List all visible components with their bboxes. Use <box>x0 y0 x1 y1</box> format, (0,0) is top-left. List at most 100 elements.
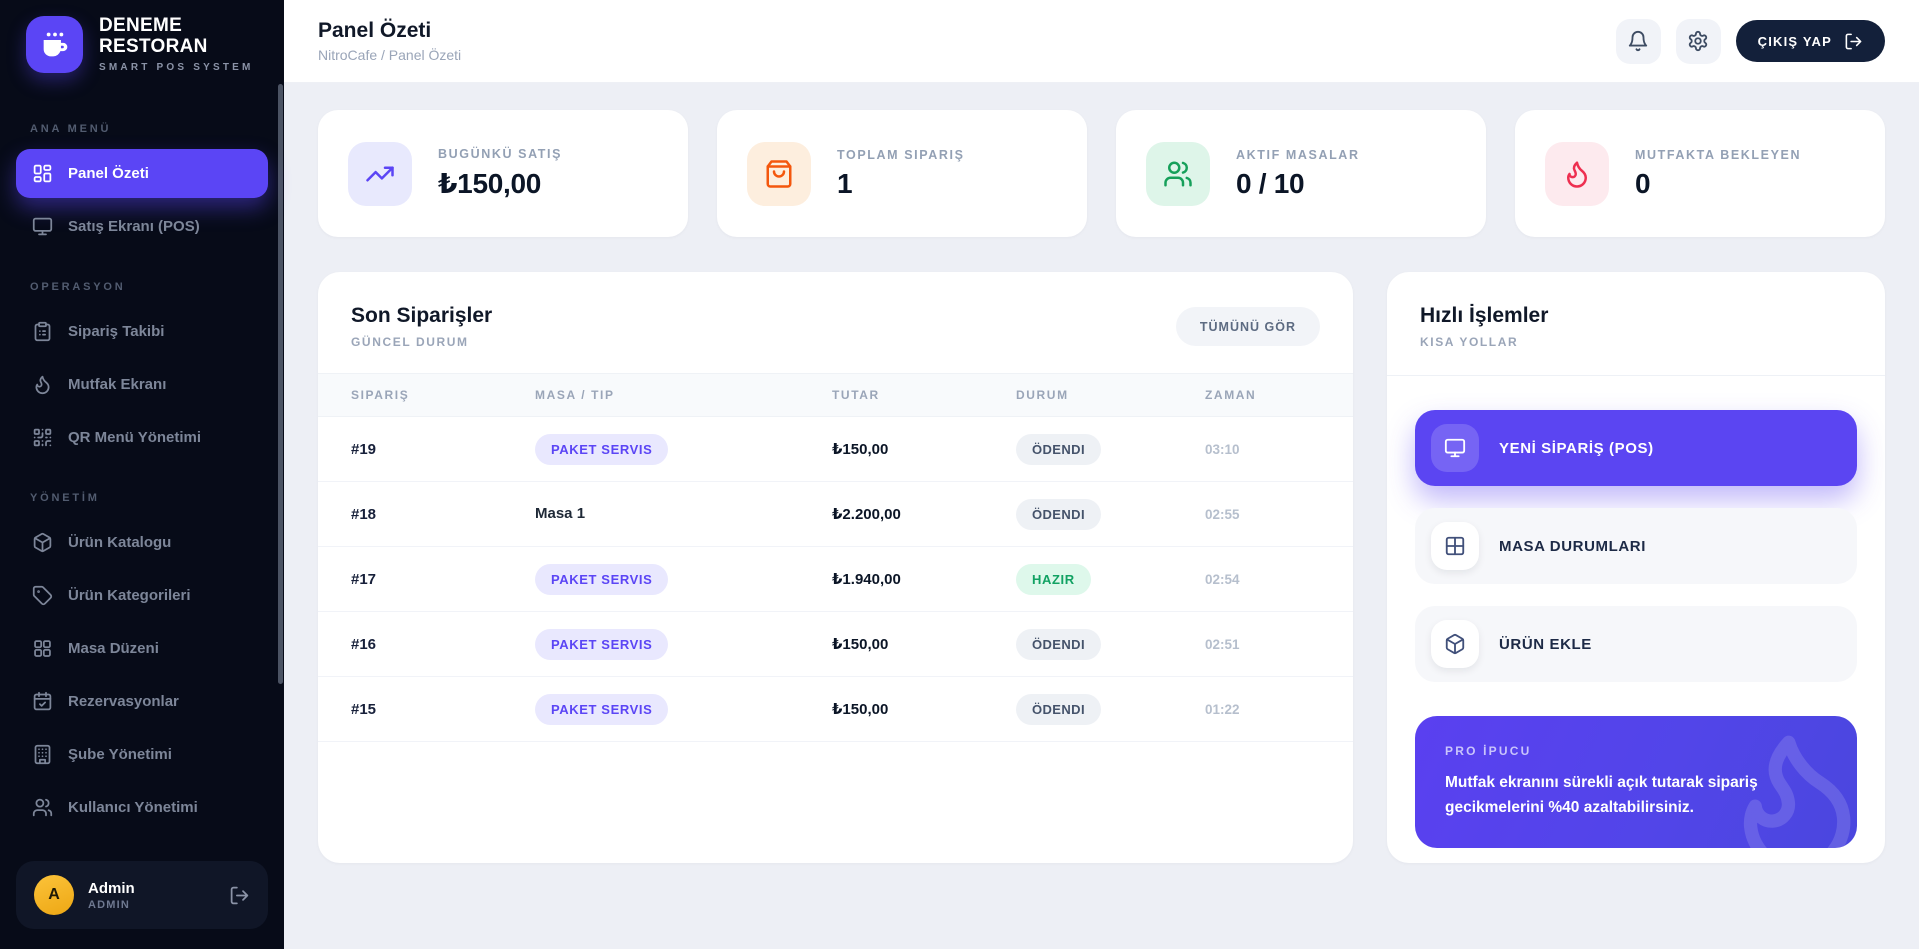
order-id: #16 <box>351 635 377 653</box>
logout-icon[interactable] <box>229 885 250 906</box>
stat-icon-box <box>747 141 811 206</box>
pro-tip-text: Mutfak ekranını sürekli açık tutarak sip… <box>1445 774 1758 817</box>
view-all-button[interactable]: TÜMÜNÜ GÖR <box>1175 307 1320 346</box>
pro-tip-label: PRO İPUCU <box>1445 744 1532 758</box>
settings-button[interactable] <box>1675 18 1721 64</box>
brand-name: DENEME RESTORAN <box>99 15 208 57</box>
sidebar-scrollbar[interactable] <box>278 84 283 684</box>
table-row[interactable]: #15 PAKET SERVIS ₺150,00 ÖDENDI 01:22 <box>318 677 1353 742</box>
gear-icon <box>1688 30 1708 52</box>
user-card[interactable]: A Admin ADMIN <box>16 861 268 929</box>
sidebar-item-qr-men-y-netimi[interactable]: QR Menü Yönetimi <box>16 413 268 462</box>
order-type: Masa 1 <box>535 505 586 522</box>
sidebar-item-label: Şube Yönetimi <box>68 746 172 764</box>
logout-button[interactable]: ÇIKIŞ YAP <box>1735 20 1885 62</box>
quick-action-icon-box <box>1431 424 1479 472</box>
sidebar: DENEME RESTORAN SMART POS SYSTEM ANA MEN… <box>0 0 284 949</box>
stat-icon-box <box>1545 141 1609 206</box>
sidebar-item--ube-y-netimi[interactable]: Şube Yönetimi <box>16 730 268 779</box>
quick-actions-card: Hızlı İşlemler KISA YOLLAR YENİ SİPARİŞ … <box>1387 272 1885 863</box>
stats-row: BUGÜNKÜ SATIŞ ₺150,00 TOPLAM SIPARIŞ 1 AKTIF… <box>318 110 1885 237</box>
status-badge: HAZIR <box>1016 563 1091 595</box>
package-icon <box>1445 633 1465 655</box>
quick-actions-head: Hızlı İşlemler KISA YOLLAR <box>1387 272 1885 376</box>
order-time: 03:10 <box>1205 441 1240 457</box>
quick-action--r-n-ekle[interactable]: ÜRÜN EKLE <box>1415 606 1857 682</box>
order-time: 02:55 <box>1205 506 1240 522</box>
recent-orders-head: Son Siparişler GÜNCEL DURUM TÜMÜNÜ GÖR <box>318 272 1353 373</box>
sidebar-item-masa-d-zeni[interactable]: Masa Düzeni <box>16 624 268 673</box>
quick-action-icon-box <box>1431 522 1479 570</box>
main-area: Panel Özeti NitroCafe / Panel Özeti ÇIKI… <box>284 0 1919 949</box>
content: BUGÜNKÜ SATIŞ ₺150,00 TOPLAM SIPARIŞ 1 AKTIF… <box>284 83 1919 949</box>
sidebar-item-sipari-takibi[interactable]: Sipariş Takibi <box>16 307 268 356</box>
nav-section-label: OPERASYON <box>30 281 126 294</box>
page-title: Panel Özeti <box>318 19 432 42</box>
sidebar-item--r-n-katalogu[interactable]: Ürün Katalogu <box>16 518 268 567</box>
sidebar-item-sat-ekran-pos-[interactable]: Satış Ekranı (POS) <box>16 202 268 251</box>
status-badge: ÖDENDI <box>1016 498 1101 530</box>
sidebar-item-label: Panel Özeti <box>68 165 149 183</box>
table-row[interactable]: #16 PAKET SERVIS ₺150,00 ÖDENDI 02:51 <box>318 612 1353 677</box>
stat-icon-box <box>1146 141 1210 206</box>
qr-code-icon <box>33 428 52 447</box>
stat-card: TOPLAM SIPARIŞ 1 <box>717 110 1087 237</box>
notifications-button[interactable] <box>1615 18 1661 64</box>
package-icon <box>33 532 52 553</box>
calendar-check-icon <box>33 691 52 711</box>
stat-label: TOPLAM SIPARIŞ <box>837 147 965 162</box>
stat-value: 0 / 10 <box>1236 167 1305 199</box>
order-amount: ₺150,00 <box>832 701 889 718</box>
panels: Son Siparişler GÜNCEL DURUM TÜMÜNÜ GÖR S… <box>318 272 1885 863</box>
table-row[interactable]: #17 PAKET SERVIS ₺1.940,00 HAZIR 02:54 <box>318 547 1353 612</box>
quick-actions-body: YENİ SİPARİŞ (POS) MASA DURUMLARI ÜRÜN EKL… <box>1387 376 1885 849</box>
topbar-titles: Panel Özeti NitroCafe / Panel Özeti <box>318 19 461 63</box>
table-row[interactable]: #18 Masa 1 ₺2.200,00 ÖDENDI 02:55 <box>318 482 1353 547</box>
recent-orders-card: Son Siparişler GÜNCEL DURUM TÜMÜNÜ GÖR S… <box>318 272 1353 863</box>
stat-texts: TOPLAM SIPARIŞ 1 <box>837 148 965 200</box>
stat-card: BUGÜNKÜ SATIŞ ₺150,00 <box>318 110 688 237</box>
order-type: PAKET SERVIS <box>535 563 832 595</box>
order-status: ÖDENDI <box>1016 693 1205 725</box>
quick-action-icon-box <box>1431 620 1479 668</box>
nav-section: ANA MENÜ Panel Özeti Satış Ekranı (POS) <box>16 123 268 251</box>
user-info: Admin ADMIN <box>88 880 215 911</box>
order-type: PAKET SERVIS <box>535 693 832 725</box>
pro-tip-card: PRO İPUCU Mutfak ekranını sürekli açık t… <box>1415 716 1857 849</box>
order-id: #18 <box>351 505 377 523</box>
sidebar-item-rezervasyonlar[interactable]: Rezervasyonlar <box>16 677 268 726</box>
stat-icon-box <box>348 141 412 206</box>
stat-card: MUTFAKTA BEKLEYEN 0 <box>1515 110 1885 237</box>
order-amount: ₺2.200,00 <box>832 506 901 523</box>
sidebar-item-panel-zeti[interactable]: Panel Özeti <box>16 149 268 199</box>
brand-logo <box>26 16 83 74</box>
sidebar-item-label: Ürün Kategorileri <box>68 587 191 605</box>
order-status: HAZIR <box>1016 563 1205 595</box>
brand-subtitle: SMART POS SYSTEM <box>99 62 254 74</box>
sidebar-item-kullan-c-y-netimi[interactable]: Kullanıcı Yönetimi <box>16 783 268 832</box>
quick-action-yeni-si-pari-pos-[interactable]: YENİ SİPARİŞ (POS) <box>1415 410 1857 486</box>
sidebar-item-label: Kullanıcı Yönetimi <box>68 799 198 817</box>
avatar: A <box>34 875 74 915</box>
table-row[interactable]: #19 PAKET SERVIS ₺150,00 ÖDENDI 03:10 <box>318 417 1353 482</box>
nav-section: OPERASYON Sipariş Takibi Mutfak Ekranı QR M… <box>16 281 268 462</box>
coffee-cup-icon <box>43 32 67 56</box>
quick-action-masa-durumlari[interactable]: MASA DURUMLARI <box>1415 508 1857 584</box>
sidebar-item-label: Rezervasyonlar <box>68 693 179 711</box>
order-amount: ₺1.940,00 <box>832 571 901 588</box>
column-header: ZAMAN <box>1205 388 1257 402</box>
logout-icon <box>1845 33 1862 49</box>
sidebar-item-mutfak-ekran-[interactable]: Mutfak Ekranı <box>16 360 268 409</box>
user-name: Admin <box>88 879 135 897</box>
order-id: #19 <box>351 440 377 458</box>
stat-label: MUTFAKTA BEKLEYEN <box>1635 147 1802 162</box>
status-badge: ÖDENDI <box>1016 433 1101 465</box>
recent-orders-titles: Son Siparişler GÜNCEL DURUM <box>351 304 492 349</box>
sidebar-item-label: Masa Düzeni <box>68 640 159 658</box>
sidebar-item--r-n-kategorileri[interactable]: Ürün Kategorileri <box>16 571 268 620</box>
users-icon <box>1164 161 1192 186</box>
recent-orders-title: Son Siparişler <box>351 304 493 327</box>
stat-card: AKTIF MASALAR 0 / 10 <box>1116 110 1486 237</box>
order-time: 02:54 <box>1205 571 1240 587</box>
